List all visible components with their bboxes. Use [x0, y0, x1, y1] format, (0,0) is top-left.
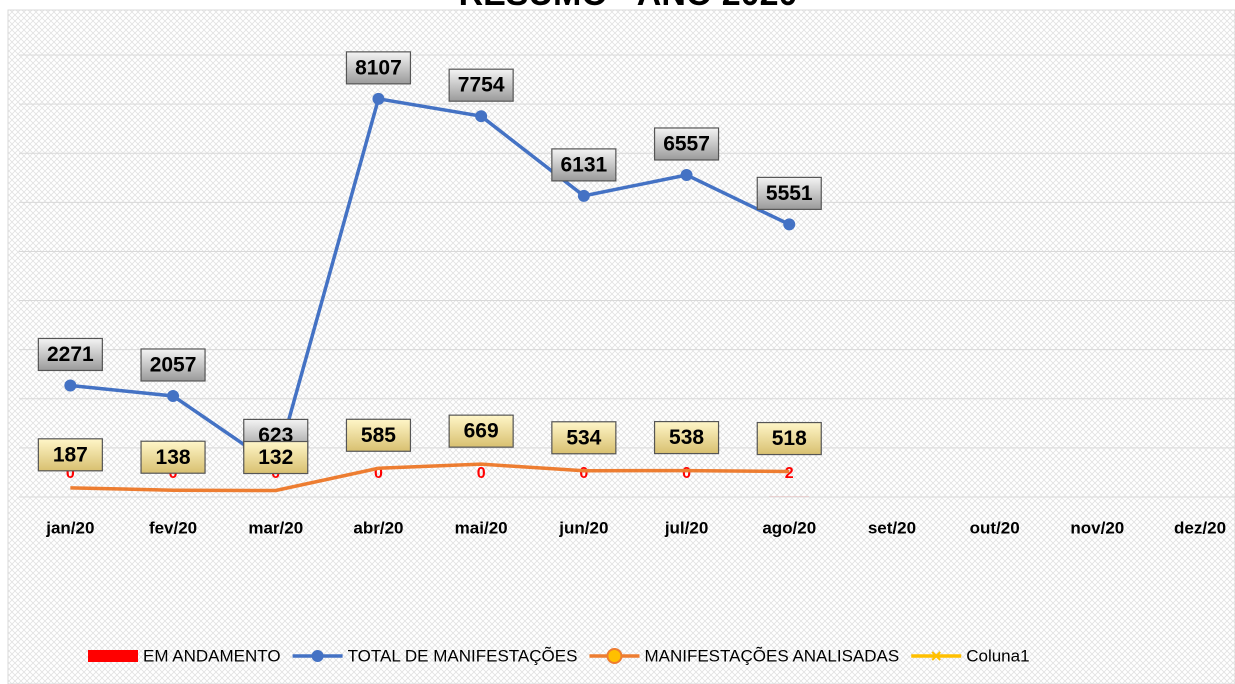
data-label: 2057 — [140, 348, 206, 382]
x-tick-label: ago/20 — [762, 518, 816, 537]
data-label: 0 — [682, 465, 691, 482]
label-box — [756, 421, 822, 456]
legend-label: EM ANDAMENTO — [143, 646, 281, 665]
label-box — [243, 440, 309, 475]
legend-swatch — [88, 650, 138, 662]
data-label: 2 — [785, 465, 794, 482]
x-tick-label: mar/20 — [248, 518, 303, 537]
data-label: 2271 — [37, 337, 103, 372]
data-label: 187 — [37, 438, 103, 472]
label-box — [37, 438, 103, 472]
point — [577, 189, 590, 202]
data-label-text: 8107 — [355, 56, 402, 79]
legend-label: MANIFESTAÇÕES ANALISADAS — [644, 646, 899, 665]
data-label: 7754 — [448, 68, 514, 102]
x-tick-label: abr/20 — [353, 518, 403, 537]
data-label: 0 — [579, 465, 588, 482]
label-box — [140, 348, 206, 382]
data-label-text: 2057 — [150, 354, 197, 377]
point — [475, 110, 488, 123]
legend-swatch — [931, 651, 941, 661]
label-box — [551, 148, 617, 182]
label-box — [140, 440, 206, 474]
chart-title: RESUMO - ANO 2020 — [459, 0, 798, 13]
data-label-text: 5551 — [766, 182, 813, 205]
data-label: 5551 — [756, 176, 822, 210]
data-label-text: 132 — [258, 446, 293, 469]
data-label: 534 — [551, 421, 617, 455]
label-box — [551, 421, 617, 455]
label-box — [345, 418, 412, 452]
x-tick-label: jan/20 — [45, 518, 94, 537]
x-tick-label: set/20 — [868, 518, 916, 537]
x-tick-label: jun/20 — [558, 518, 608, 537]
x-tick-label: nov/20 — [1070, 518, 1124, 537]
data-label-text: 518 — [772, 427, 807, 450]
point — [64, 379, 77, 392]
line — [70, 462, 790, 493]
data-label: 518 — [756, 421, 822, 456]
data-label-text: 7754 — [458, 74, 505, 97]
data-label-text: 2271 — [47, 343, 94, 366]
point — [680, 168, 693, 181]
data-label: 0 — [66, 465, 75, 482]
x-tick-label: out/20 — [970, 518, 1020, 537]
x-tick-label: fev/20 — [149, 518, 197, 537]
data-label: 0 — [374, 465, 383, 482]
label-box — [448, 68, 514, 102]
label-box — [756, 176, 822, 210]
chart-area — [7, 9, 1235, 684]
data-label: 6131 — [551, 148, 617, 182]
x-tick-label: jul/20 — [664, 518, 708, 537]
data-label: 0 — [477, 465, 486, 482]
data-label: 669 — [448, 414, 514, 448]
line — [70, 96, 791, 470]
data-label: 538 — [653, 420, 720, 455]
data-label-text: 6131 — [560, 153, 607, 176]
label-box — [653, 127, 720, 161]
data-label-text: 534 — [566, 426, 601, 449]
data-label-text: 6557 — [663, 133, 710, 156]
legend-label: TOTAL DE MANIFESTAÇÕES — [348, 646, 578, 665]
point — [167, 389, 180, 402]
data-label-text: 538 — [669, 426, 704, 449]
legend-swatch — [606, 648, 623, 664]
label-box — [448, 414, 514, 448]
data-label-text: 187 — [53, 443, 88, 466]
data-label: 6557 — [653, 127, 720, 161]
data-label: 585 — [345, 418, 412, 452]
data-label-text: 138 — [156, 446, 191, 469]
x-tick-label: mai/20 — [455, 518, 508, 537]
label-box — [345, 51, 412, 85]
point — [783, 218, 796, 231]
data-label: 138 — [140, 440, 206, 474]
data-label: 132 — [243, 440, 309, 475]
data-label: 8107 — [345, 51, 412, 85]
legend-label: Coluna1 — [966, 646, 1029, 665]
point — [372, 92, 385, 105]
legend-swatch — [311, 650, 324, 662]
label-box — [37, 337, 103, 372]
x-tick-label: dez/20 — [1174, 518, 1226, 537]
data-label-text: 669 — [464, 420, 499, 443]
label-box — [653, 420, 720, 455]
data-label-text: 585 — [361, 424, 396, 447]
